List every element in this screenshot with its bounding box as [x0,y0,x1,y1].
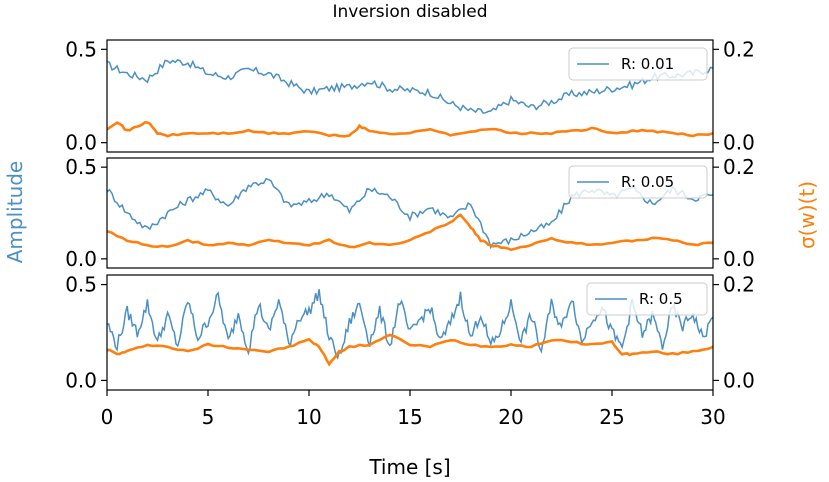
legend-box [568,47,708,81]
y-tick-label-right: 0.0 [723,368,755,392]
x-tick-label: 20 [498,405,523,429]
x-tick-label: 15 [397,405,422,429]
panel-2: 0.0 0.5 0.0 0.2 R: 0.05 [65,155,755,271]
panel-3: 0.0 0.5 0.0 0.2 R: 0.5 [65,273,755,396]
y-axis-label-right: σ(w)(t) [795,181,819,249]
y-tick-label-right: 0.0 [723,247,755,271]
y-tick-label-left: 0.5 [65,37,97,61]
sigma-line [107,333,713,367]
legend-label: R: 0.01 [621,55,674,73]
y-tick-label-right: 0.0 [723,131,755,155]
sigma-line [107,213,713,252]
y-tick-label-right: 0.2 [723,37,755,61]
axes-frame [106,157,714,269]
amplitude-line [107,59,713,114]
sigma-line [107,121,713,138]
panels: 0.00.50.00.2R: 0.010.00.50.00.2R: 0.050.… [65,37,755,429]
x-tick-label: 10 [296,405,321,429]
legend-label: R: 0.05 [621,173,674,191]
y-tick-label-left: 0.0 [65,247,97,271]
amplitude-line [107,289,713,360]
x-tick-label: 5 [202,405,215,429]
y-tick-label-left: 0.0 [65,131,97,155]
x-axis-label: Time [s] [368,455,450,479]
x-tick-label: 25 [599,405,624,429]
chart-title: Inversion disabled [332,2,487,22]
panel-1: 0.0 0.5 0.0 0.2 R: 0.01 [65,37,755,154]
y-tick-label-left: 0.5 [65,155,97,179]
legend-label: R: 0.5 [639,290,683,308]
y-tick-label-right: 0.2 [723,155,755,179]
x-tick-label: 30 [700,405,725,429]
legend-box [586,282,708,316]
y-tick-label-left: 0.5 [65,273,97,297]
axes-frame [106,39,714,153]
y-tick-label-left: 0.0 [65,368,97,392]
y-axis-label-left: Amplitude [3,161,27,264]
y-tick-label-right: 0.2 [723,273,755,297]
legend-box [568,165,708,199]
x-tick-label: 0 [101,405,114,429]
